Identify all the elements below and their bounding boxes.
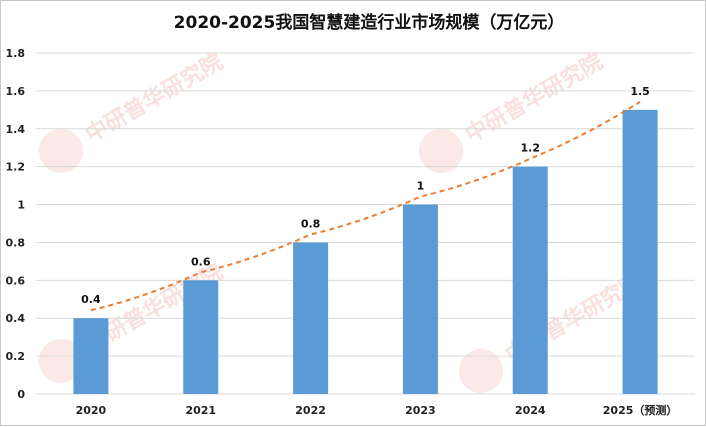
data-label: 0.6 <box>191 255 211 268</box>
watermark-logo-icon <box>419 129 463 173</box>
watermark-logo-icon <box>39 339 83 383</box>
watermark: 中研普华研究院 <box>419 49 607 173</box>
y-tick-label: 1.4 <box>6 123 26 136</box>
grid-lines <box>36 52 695 395</box>
x-tick-label: 2023 <box>405 404 436 417</box>
y-tick-label: 0.6 <box>6 274 26 287</box>
x-tick-label: 2021 <box>185 404 216 417</box>
bar <box>622 109 658 394</box>
data-label: 1 <box>417 180 425 193</box>
data-label: 1.5 <box>630 85 650 98</box>
bars <box>73 109 658 394</box>
bar <box>293 242 329 394</box>
bar <box>73 318 109 394</box>
data-labels: 0.4 0.6 0.8 1 1.2 1.5 <box>81 85 650 306</box>
data-label: 1.2 <box>521 142 541 155</box>
x-axis-ticks: 2020 2021 2022 2023 2024 2025（预测） <box>76 403 678 417</box>
watermark: 中研普华研究院 <box>459 269 647 393</box>
bar <box>402 204 438 394</box>
y-tick-label: 0.4 <box>6 312 26 325</box>
watermark-logo-icon <box>39 129 83 173</box>
y-tick-label: 0 <box>17 388 25 401</box>
x-tick-label: 2025（预测） <box>603 403 678 417</box>
y-tick-label: 1 <box>17 199 25 212</box>
y-tick-label: 1.8 <box>6 47 26 60</box>
x-tick-label: 2022 <box>295 404 326 417</box>
bar <box>183 280 219 394</box>
y-tick-label: 1.6 <box>6 85 26 98</box>
x-tick-label: 2020 <box>76 404 107 417</box>
x-tick-label: 2024 <box>515 404 546 417</box>
bar <box>512 166 548 394</box>
watermark: 中研普华研究院 <box>39 49 227 173</box>
y-tick-label: 0.2 <box>6 350 26 363</box>
watermark-logo-icon <box>459 349 503 393</box>
trend-line <box>90 100 641 312</box>
data-label: 0.8 <box>301 217 321 230</box>
data-label: 0.4 <box>81 293 101 306</box>
y-tick-label: 1.2 <box>6 161 26 174</box>
y-axis-ticks: 0 0.2 0.4 0.6 0.8 1 1.2 1.4 1.6 1.8 <box>6 47 26 401</box>
watermark-text: 中研普华研究院 <box>81 49 227 149</box>
y-tick-label: 0.8 <box>6 236 26 249</box>
chart-title: 2020-2025我国智慧建造行业市场规模（万亿元） <box>174 12 565 33</box>
